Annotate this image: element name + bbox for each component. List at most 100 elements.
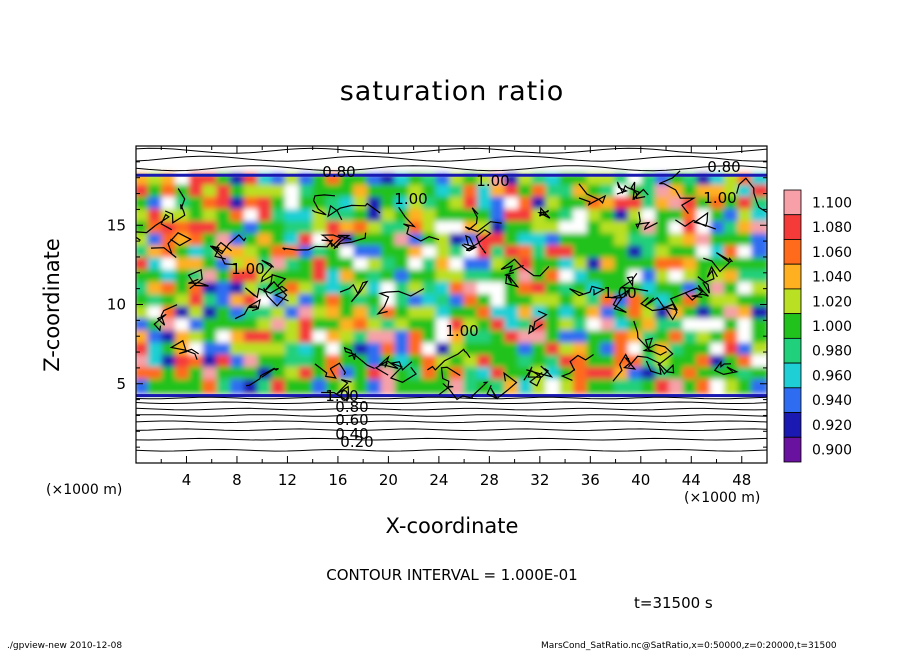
field-cell <box>641 245 660 262</box>
contour-line-interior <box>169 339 199 360</box>
field-cell <box>751 318 767 335</box>
field-cell <box>614 245 632 262</box>
field-cell <box>188 221 207 238</box>
colorbar-swatch <box>783 189 802 216</box>
field-cell <box>271 233 289 250</box>
field-cell <box>655 221 673 238</box>
field-cell <box>147 330 166 347</box>
field-cell <box>380 269 399 286</box>
field-cell <box>476 196 495 213</box>
field-cell <box>312 318 331 335</box>
field-cell <box>230 281 248 299</box>
field-cell <box>572 342 591 359</box>
field-cell <box>326 342 344 359</box>
field-cell <box>298 318 317 335</box>
field-cell <box>257 208 276 226</box>
field-cell <box>380 196 399 213</box>
field-cell <box>298 379 317 396</box>
field-cell <box>216 306 235 323</box>
contour-line-interior <box>376 288 425 315</box>
field-cell <box>394 354 413 371</box>
field-cell <box>572 294 591 311</box>
field-cell <box>600 221 619 238</box>
field-cell <box>243 379 262 396</box>
field-cell <box>600 379 619 396</box>
field-cell <box>188 184 207 201</box>
field-cell <box>641 233 660 250</box>
contour-line-interior <box>644 287 703 311</box>
contour-line-interior <box>282 239 334 251</box>
field-cell <box>408 342 427 359</box>
field-cell <box>463 354 481 371</box>
contour-line-high <box>136 165 767 172</box>
field-cell <box>586 318 605 335</box>
contour-line-interior <box>321 379 352 402</box>
field-cell <box>696 257 715 274</box>
field-cell <box>504 306 523 323</box>
field-cell <box>641 196 660 213</box>
field-cell <box>614 330 632 347</box>
contour-line-interior <box>314 362 346 379</box>
field-cell <box>284 221 303 238</box>
field-cell <box>751 366 767 384</box>
field-cell <box>545 342 564 359</box>
field-cell <box>531 306 550 323</box>
field-cell <box>380 379 399 396</box>
field-cell <box>682 269 701 286</box>
field-cell <box>422 208 440 226</box>
field-cell <box>723 366 742 384</box>
field-cell <box>394 342 413 359</box>
field-cell <box>737 208 756 226</box>
field-cell <box>668 379 687 396</box>
field-cell <box>504 196 523 213</box>
field-cell <box>518 196 536 213</box>
field-cell <box>751 330 767 347</box>
field-cell <box>723 294 742 311</box>
field-cell <box>202 342 221 359</box>
field-cell <box>367 269 385 286</box>
field-cell <box>504 233 523 250</box>
field-cell <box>751 342 767 359</box>
field-cell <box>627 330 646 347</box>
contour-line-interior <box>398 206 440 242</box>
field-cell <box>339 354 358 371</box>
colorbar-swatch <box>783 412 802 438</box>
contour-line-interior <box>234 298 261 320</box>
y-tick-label: 15 <box>107 216 126 234</box>
field-cell <box>668 330 687 347</box>
field-cell <box>682 306 701 323</box>
field-cell <box>353 294 372 311</box>
colorbar-label: 0.920 <box>812 418 852 434</box>
field-cell <box>188 379 207 396</box>
field-cell <box>710 366 728 384</box>
field-cell <box>490 306 509 323</box>
contour-line-interior <box>526 365 554 378</box>
field-cell <box>216 281 235 299</box>
field-cell <box>435 342 454 359</box>
x-tick-label: 16 <box>328 471 347 489</box>
contour-label: 1.00 <box>476 172 509 190</box>
field-cell <box>147 366 166 384</box>
field-cell <box>188 245 207 262</box>
field-cell <box>531 366 550 384</box>
field-cell <box>682 379 701 396</box>
field-cell <box>367 245 385 262</box>
field-cell <box>230 366 248 384</box>
field-cell <box>682 184 701 201</box>
field-cell <box>422 184 440 201</box>
field-cell <box>284 281 303 299</box>
field-cell <box>572 379 591 396</box>
field-cell <box>243 184 262 201</box>
colorbar-label: 0.940 <box>812 393 852 409</box>
field-cell <box>531 269 550 286</box>
field-cell <box>627 342 646 359</box>
field-cell <box>655 184 673 201</box>
field-cell <box>682 354 701 371</box>
field-cell <box>463 269 481 286</box>
field-cell <box>147 379 166 396</box>
field-cell <box>627 294 646 311</box>
field-cell <box>668 233 687 250</box>
field-cell <box>586 257 605 274</box>
field-cell <box>463 294 481 311</box>
field-cell <box>339 330 358 347</box>
